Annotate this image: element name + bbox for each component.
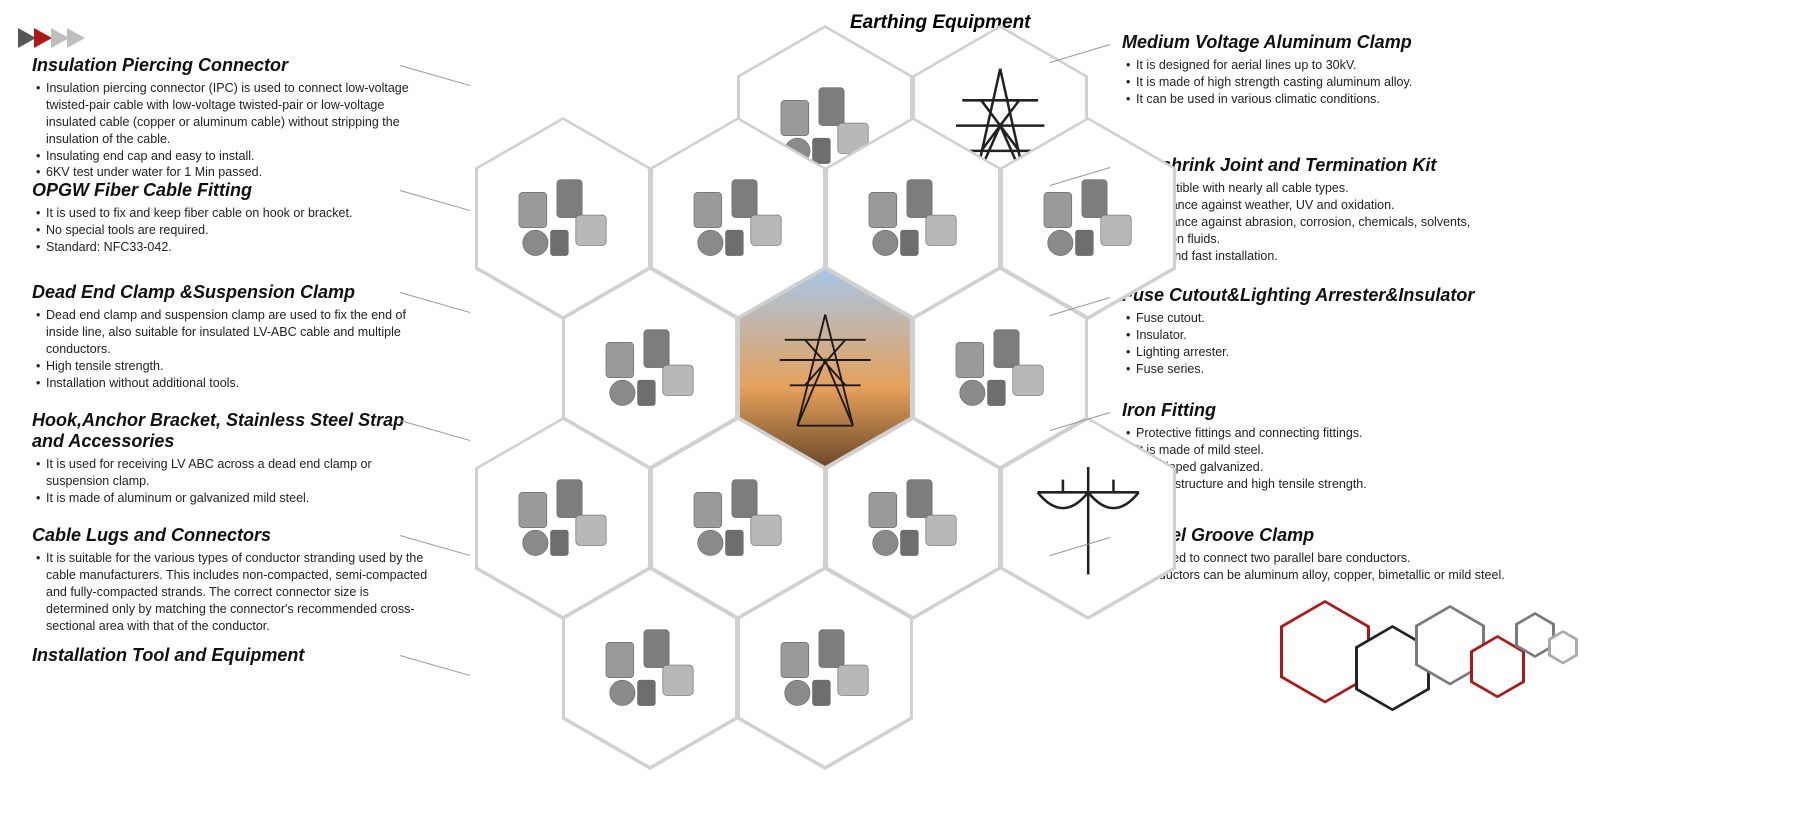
bullet: It is made of mild steel. bbox=[1126, 442, 1367, 459]
section-title: OPGW Fiber Cable Fitting bbox=[32, 180, 352, 201]
right-section: Parallel Groove Clamp It is used to conne… bbox=[1122, 525, 1505, 584]
arrow-1 bbox=[18, 28, 36, 48]
right-section: Fuse Cutout&Lighting Arrester&Insulator F… bbox=[1122, 285, 1474, 378]
bullet: It is used for receiving LV ABC across a… bbox=[36, 456, 432, 490]
bullet: Resistance against abrasion, corrosion, … bbox=[1126, 214, 1512, 248]
arrow-3 bbox=[51, 28, 69, 48]
bullet: Easy and fast installation. bbox=[1126, 248, 1512, 265]
left-section: Installation Tool and Equipment bbox=[32, 645, 304, 670]
arrow-decor bbox=[18, 28, 79, 53]
bullet: It is made of high strength casting alum… bbox=[1126, 74, 1412, 91]
bullet: Installation without additional tools. bbox=[36, 375, 432, 392]
section-title: Medium Voltage Aluminum Clamp bbox=[1122, 32, 1412, 53]
left-section: Dead End Clamp &Suspension Clamp Dead end… bbox=[32, 282, 432, 391]
right-section: Heatshrink Joint and Termination Kit Comp… bbox=[1122, 155, 1512, 264]
section-title: Hook,Anchor Bracket, Stainless Steel Str… bbox=[32, 410, 432, 452]
section-bullets: It is used to connect two parallel bare … bbox=[1122, 550, 1505, 584]
bullet: It is made of aluminum or galvanized mil… bbox=[36, 490, 432, 507]
section-bullets: It is suitable for the various types of … bbox=[32, 550, 432, 634]
section-bullets: Compatible with nearly all cable types.R… bbox=[1122, 180, 1512, 264]
bullet: It is used to fix and keep fiber cable o… bbox=[36, 205, 352, 222]
section-title: Fuse Cutout&Lighting Arrester&Insulator bbox=[1122, 285, 1474, 306]
bullet: Insulating end cap and easy to install. bbox=[36, 148, 432, 165]
bullet: 6KV test under water for 1 Min passed. bbox=[36, 164, 432, 181]
left-section: Hook,Anchor Bracket, Stainless Steel Str… bbox=[32, 410, 432, 507]
left-section: Cable Lugs and Connectors It is suitable … bbox=[32, 525, 432, 634]
section-title: Parallel Groove Clamp bbox=[1122, 525, 1505, 546]
bullet: Insulation piercing connector (IPC) is u… bbox=[36, 80, 432, 148]
arrow-4 bbox=[67, 28, 85, 48]
bullet: High tensile strength. bbox=[36, 358, 432, 375]
arrow-2 bbox=[34, 28, 52, 48]
left-section: OPGW Fiber Cable Fitting It is used to fi… bbox=[32, 180, 352, 256]
section-bullets: It is designed for aerial lines up to 30… bbox=[1122, 57, 1412, 108]
section-title: Cable Lugs and Connectors bbox=[32, 525, 432, 546]
bullet: Fuse cutout. bbox=[1126, 310, 1474, 327]
bullet: It is used to connect two parallel bare … bbox=[1126, 550, 1505, 567]
bullet: Resistance against weather, UV and oxida… bbox=[1126, 197, 1512, 214]
section-bullets: It is used for receiving LV ABC across a… bbox=[32, 456, 432, 507]
bullet: Protective fittings and connecting fitti… bbox=[1126, 425, 1367, 442]
bullet: It is designed for aerial lines up to 30… bbox=[1126, 57, 1412, 74]
hex-grid bbox=[410, 10, 1110, 710]
section-bullets: Insulation piercing connector (IPC) is u… bbox=[32, 80, 432, 181]
section-bullets: Fuse cutout.Insulator.Lighting arrester.… bbox=[1122, 310, 1474, 378]
section-title: Dead End Clamp &Suspension Clamp bbox=[32, 282, 432, 303]
right-section: Medium Voltage Aluminum Clamp It is desig… bbox=[1122, 32, 1412, 108]
bullet: Compatible with nearly all cable types. bbox=[1126, 180, 1512, 197]
section-title: Insulation Piercing Connector bbox=[32, 55, 432, 76]
bullet: It can be used in various climatic condi… bbox=[1126, 91, 1412, 108]
section-bullets: It is used to fix and keep fiber cable o… bbox=[32, 205, 352, 256]
bullet: No special tools are required. bbox=[36, 222, 352, 239]
section-bullets: Dead end clamp and suspension clamp are … bbox=[32, 307, 432, 391]
bullet: Lighting arrester. bbox=[1126, 344, 1474, 361]
bullet: It is suitable for the various types of … bbox=[36, 550, 432, 634]
bullet: Fuse series. bbox=[1126, 361, 1474, 378]
section-title: Installation Tool and Equipment bbox=[32, 645, 304, 666]
bullet: Standard: NFC33-042. bbox=[36, 239, 352, 256]
bullet: Conductors can be aluminum alloy, copper… bbox=[1126, 567, 1505, 584]
bullet: Insulator. bbox=[1126, 327, 1474, 344]
bullet: Dead end clamp and suspension clamp are … bbox=[36, 307, 432, 358]
section-title: Heatshrink Joint and Termination Kit bbox=[1122, 155, 1512, 176]
left-section: Insulation Piercing Connector Insulation … bbox=[32, 55, 432, 181]
section-title: Iron Fitting bbox=[1122, 400, 1367, 421]
